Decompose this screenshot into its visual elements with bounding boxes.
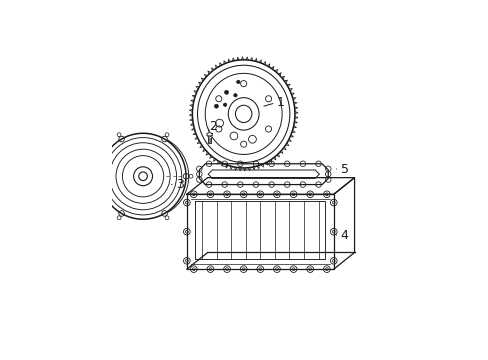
Text: 2: 2: [209, 120, 217, 133]
Ellipse shape: [223, 103, 226, 107]
Ellipse shape: [214, 104, 218, 108]
Text: 4: 4: [340, 229, 348, 242]
Ellipse shape: [233, 94, 237, 97]
Text: 1: 1: [276, 96, 284, 109]
Ellipse shape: [236, 80, 240, 84]
Text: 5: 5: [340, 163, 348, 176]
Ellipse shape: [224, 90, 228, 94]
Polygon shape: [206, 132, 212, 137]
Text: 3: 3: [176, 178, 184, 191]
